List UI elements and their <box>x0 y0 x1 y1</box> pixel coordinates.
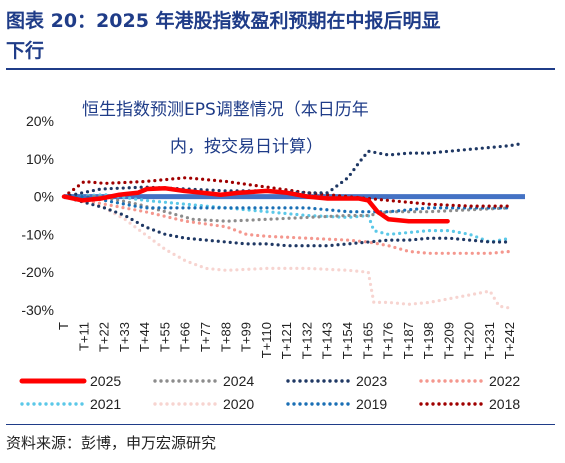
x-tick-label: T+121 <box>279 322 294 359</box>
x-tick-label: T+209 <box>441 322 456 359</box>
x-axis-ticks: T T+11 T+22 T+33 T+44 T+55 T+66 T+77 T+88 T+99 T+1… <box>56 322 517 359</box>
x-tick-label: T+55 <box>157 322 172 352</box>
x-tick-label: T+165 <box>360 322 375 359</box>
figure-title-line1: 图表 20：2025 年港股指数盈利预期在中报后明显 <box>6 10 441 32</box>
x-tick-label: T+132 <box>299 322 314 359</box>
x-tick-label: T+33 <box>117 322 132 352</box>
x-tick-label: T <box>56 322 71 330</box>
x-tick-label: T+198 <box>421 322 436 359</box>
x-tick-label: T+176 <box>381 322 396 359</box>
y-tick-label: -20% <box>21 264 54 280</box>
x-tick-label: T+231 <box>482 322 497 359</box>
figure-title: 图表 20：2025 年港股指数盈利预期在中报后明显 下行 <box>6 6 556 66</box>
series-line-2024 <box>62 195 512 223</box>
chart-title-line2: 内，按交易日计算） <box>170 137 323 157</box>
x-tick-label: T+242 <box>502 322 517 359</box>
title-divider <box>6 68 555 70</box>
chart-title-line1: 恒生指数预测EPS调整情况（本日历年 <box>82 100 369 120</box>
legend-label-2024: 2024 <box>223 373 254 389</box>
x-tick-label: T+154 <box>340 322 355 359</box>
legend-label-2021: 2021 <box>90 396 121 412</box>
x-tick-label: T+44 <box>137 322 152 352</box>
x-tick-label: T+143 <box>320 322 335 359</box>
chart-legend: 2025 2024 2023 2022 2021 2020 2019 2018 <box>19 373 520 412</box>
x-tick-label: T+110 <box>259 322 274 358</box>
x-tick-label: T+22 <box>97 322 112 352</box>
x-tick-label: T+88 <box>218 322 233 352</box>
legend-label-2023: 2023 <box>356 373 387 389</box>
x-tick-label: T+187 <box>401 322 416 359</box>
legend-label-2019: 2019 <box>356 396 387 412</box>
chart-series <box>61 142 523 310</box>
source-divider <box>6 424 555 425</box>
figure-title-line2: 下行 <box>6 40 45 62</box>
y-tick-label: 20% <box>26 113 54 129</box>
x-tick-label: T+99 <box>239 322 254 352</box>
y-tick-label: -30% <box>21 302 54 318</box>
series-line-2023b <box>62 195 512 248</box>
y-tick-label: -10% <box>21 226 54 242</box>
x-tick-label: T+11 <box>76 322 91 351</box>
series-line-2023 <box>62 142 523 199</box>
series-line-2018 <box>62 176 512 208</box>
x-tick-label: T+77 <box>198 322 213 352</box>
series-line-2025 <box>61 186 450 224</box>
x-tick-label: T+220 <box>462 322 477 359</box>
legend-label-2022: 2022 <box>489 373 520 389</box>
y-tick-label: 10% <box>26 151 54 167</box>
x-tick-label: T+66 <box>178 322 193 352</box>
series-line-2022 <box>62 195 512 255</box>
source-note: 资料来源：彭博，申万宏源研究 <box>6 434 217 452</box>
y-tick-label: 0% <box>34 189 54 205</box>
series-line-2020 <box>62 195 512 310</box>
legend-label-2018: 2018 <box>489 396 520 412</box>
y-axis-ticks: 20% 10% 0% -10% -20% -30% <box>21 113 54 318</box>
legend-label-2020: 2020 <box>223 396 254 412</box>
legend-label-2025: 2025 <box>90 373 121 389</box>
